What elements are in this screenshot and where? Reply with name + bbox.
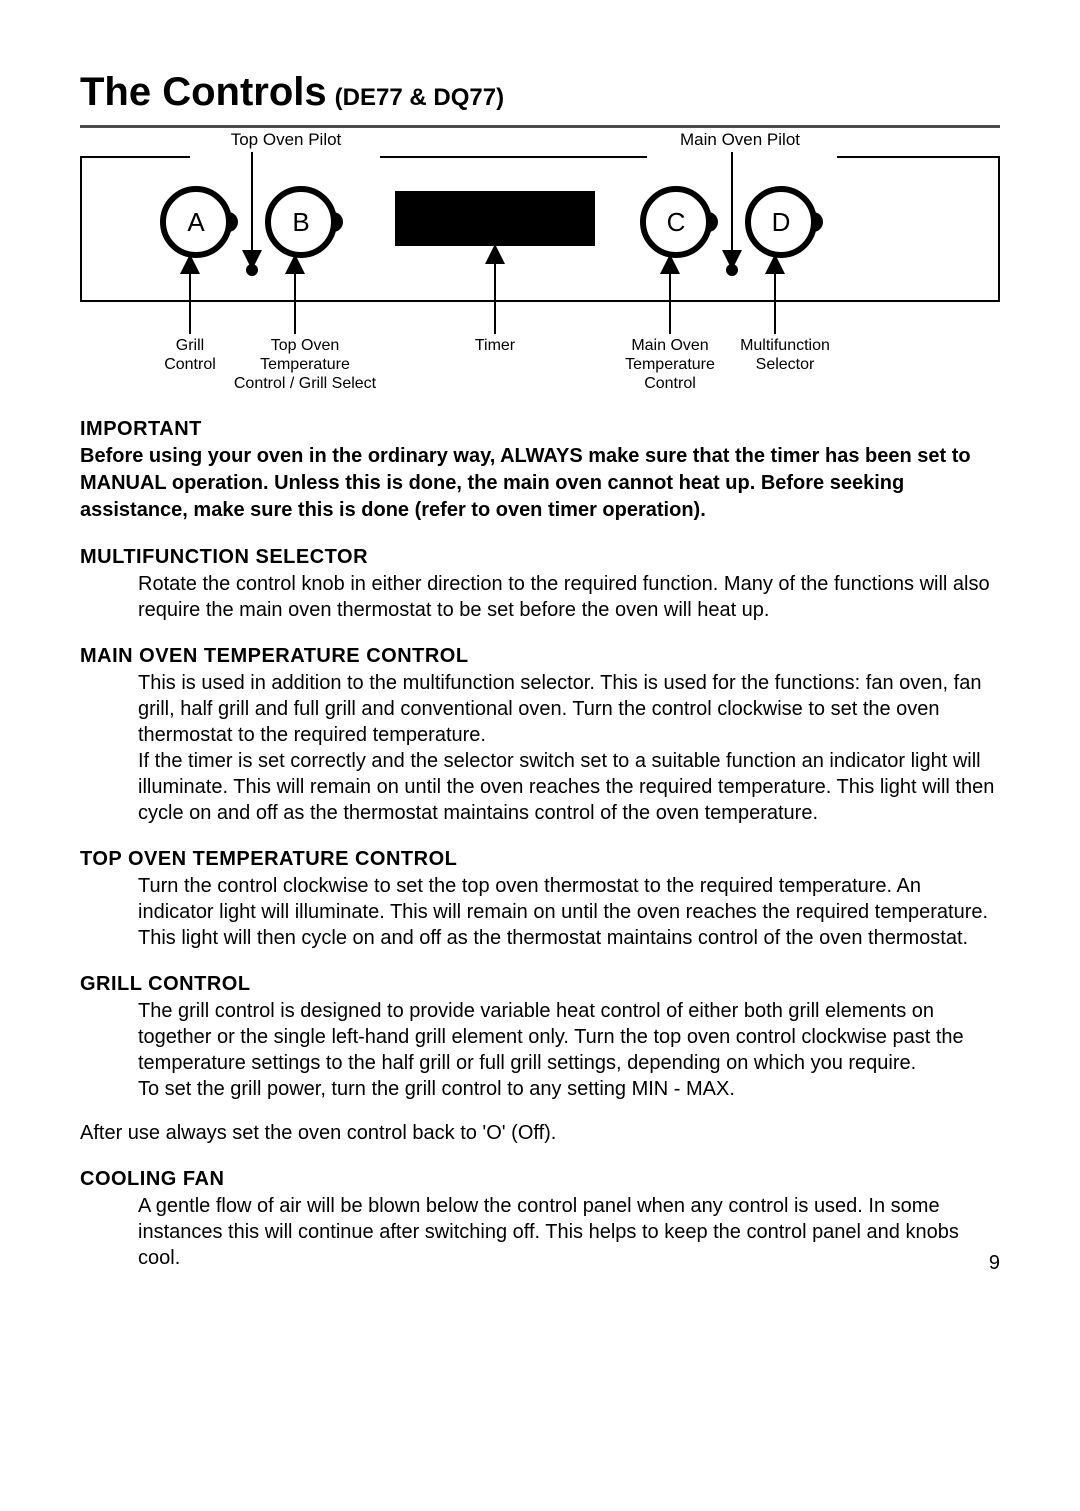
grill-p1: The grill control is designed to provide…	[80, 998, 1000, 1076]
important-body: Before using your oven in the ordinary w…	[80, 443, 1000, 524]
page-title: The Controls	[80, 70, 327, 115]
cooling-body: A gentle flow of air will be blown below…	[80, 1193, 1000, 1271]
after-use-note: After use always set the oven control ba…	[80, 1120, 1000, 1146]
heading-main-temp: MAIN OVEN TEMPERATURE CONTROL	[80, 645, 1000, 668]
heading-multifunction: MULTIFUNCTION SELECTOR	[80, 546, 1000, 569]
page-title-row: The Controls (DE77 & DQ77)	[80, 70, 1000, 115]
heading-important: IMPORTANT	[80, 418, 1000, 441]
main-temp-p1: This is used in addition to the multifun…	[80, 670, 1000, 748]
heading-top-temp: TOP OVEN TEMPERATURE CONTROL	[80, 848, 1000, 871]
multifunction-body: Rotate the control knob in either direct…	[80, 571, 1000, 623]
page-number: 9	[989, 1252, 1000, 1275]
title-underline	[80, 125, 1000, 128]
label-top-oven-temp: Top OvenTemperatureControl / Grill Selec…	[220, 336, 390, 394]
top-temp-body: Turn the control clockwise to set the to…	[80, 873, 1000, 951]
label-main-oven-temp: Main OvenTemperatureControl	[610, 336, 730, 394]
manual-page: The Controls (DE77 & DQ77) Top Oven Pilo…	[0, 0, 1080, 1335]
grill-p2: To set the grill power, turn the grill c…	[80, 1076, 1000, 1102]
label-timer: Timer	[460, 336, 530, 355]
controls-diagram: Top Oven Pilot Main Oven Pilot A B C D	[80, 136, 1000, 396]
main-temp-p2: If the timer is set correctly and the se…	[80, 748, 1000, 826]
page-title-models: (DE77 & DQ77)	[335, 84, 504, 112]
label-multifunction: MultifunctionSelector	[720, 336, 850, 374]
heading-cooling: COOLING FAN	[80, 1168, 1000, 1191]
heading-grill: GRILL CONTROL	[80, 973, 1000, 996]
